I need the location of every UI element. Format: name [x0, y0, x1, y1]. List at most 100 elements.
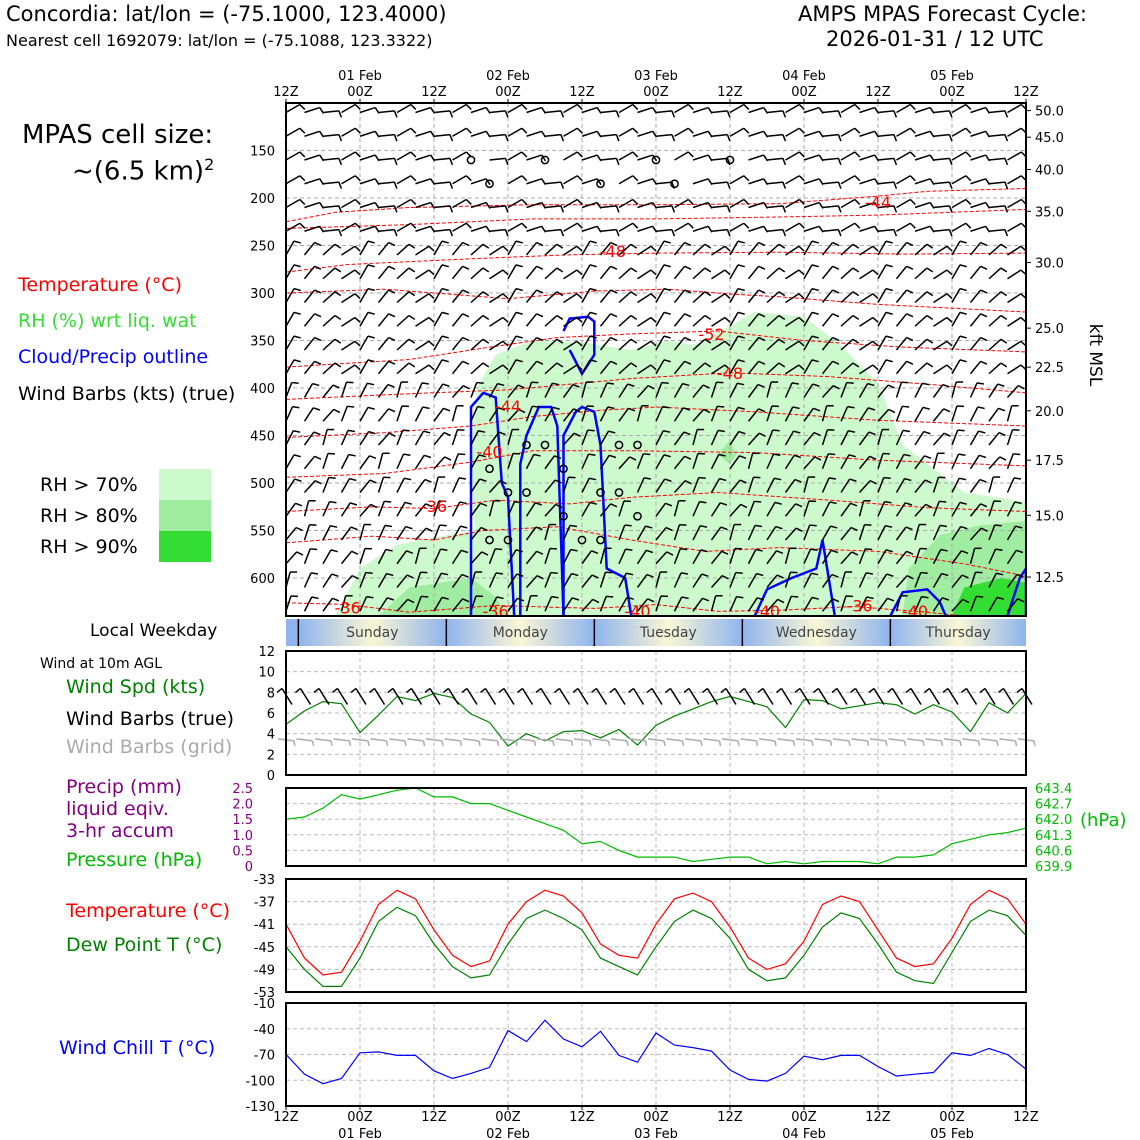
wind-barb-flag — [852, 243, 860, 249]
wind-barb-flag — [333, 408, 341, 414]
kft-tick-label: 45.0 — [1035, 131, 1064, 146]
wind-barb-staff — [470, 551, 483, 565]
wind-barb-staff — [581, 201, 598, 209]
wind-barb-flag — [664, 478, 672, 482]
pressure-label: Pressure (hPa) — [66, 849, 203, 871]
wind-barb-staff — [303, 596, 313, 612]
wind-barb-staff — [340, 382, 348, 398]
wind-barb-flag — [485, 178, 491, 186]
wind-barb-flag — [332, 597, 340, 602]
wind-barb-staff — [525, 595, 532, 612]
wind-barb-staff — [914, 548, 921, 564]
wind-barb-staff — [599, 406, 609, 422]
calm-wind-marker — [503, 535, 513, 545]
wind-barb-flag — [1037, 552, 1043, 555]
wind-barb-flag — [985, 225, 991, 233]
wind-barb-staff — [692, 225, 709, 232]
wind-barb-flag — [867, 407, 876, 411]
wind-barb-flag — [925, 503, 933, 509]
wind-barb-flag — [571, 572, 579, 577]
wind-barb-flag — [295, 502, 303, 507]
wind-barb-flag — [778, 338, 786, 344]
wind-barb-staff — [599, 548, 606, 564]
grid-wind-barb-flag — [533, 740, 537, 746]
grid-wind-barb — [629, 738, 646, 742]
grid-wind-barb-flag — [811, 740, 814, 746]
wind-barb-staff — [525, 502, 536, 517]
wind-barb-staff — [895, 502, 906, 517]
wind-barb-staff — [877, 335, 887, 351]
wind-barb-staff — [710, 502, 721, 517]
wind-barb-staff — [359, 106, 376, 114]
wind-barb-flag — [1034, 241, 1041, 243]
wind-barb-flag — [449, 181, 454, 189]
wind-barb-staff — [359, 335, 369, 351]
wind-barb-staff — [377, 573, 388, 588]
wind-barb-staff — [489, 245, 504, 256]
wind-barb-staff — [673, 572, 682, 588]
wind-barb-flag — [541, 130, 547, 138]
wind-barb-staff — [340, 478, 351, 493]
temperature-contour-label: -40 — [624, 602, 650, 621]
wind-barb-staff — [581, 225, 598, 232]
grid-wind-barb-flag — [681, 740, 685, 746]
wind-barb-staff — [951, 151, 967, 161]
wind-barb-staff — [877, 312, 887, 327]
wind-barb-staff — [784, 382, 793, 398]
wind-barb-flag — [443, 431, 451, 437]
wind-barb-flag — [354, 340, 361, 347]
wind-barb-flag — [735, 571, 743, 575]
wind-barb-staff — [711, 293, 726, 304]
wind-barb-staff — [599, 596, 607, 612]
wind-barb-staff — [1007, 293, 1022, 304]
wind-barb-staff — [488, 596, 498, 612]
true-wind-barb — [355, 688, 367, 705]
wind-barb-flag — [556, 243, 564, 249]
wind-barb-staff — [710, 595, 717, 612]
wind-barb-staff — [414, 572, 422, 588]
wind-barb-staff — [858, 431, 870, 446]
wind-barb-flag — [630, 314, 638, 320]
wind-barb-flag — [811, 311, 819, 315]
true-wind-barb-flag — [813, 687, 819, 694]
wind-barb-flag — [441, 335, 449, 339]
wind-barb-staff — [747, 265, 760, 280]
wind-barb-flag — [782, 181, 787, 189]
wind-barb-staff — [914, 524, 920, 541]
wind-barb-flag — [793, 454, 802, 459]
wind-barb-flag — [737, 287, 745, 292]
grid-wind-barb-flag — [404, 740, 407, 746]
wind-barb-staff — [988, 291, 1002, 304]
wind-barb-staff — [637, 293, 652, 304]
wind-barb-flag — [310, 548, 318, 551]
wind-barb-flag — [293, 311, 301, 315]
wind-barb-staff — [377, 289, 390, 303]
wind-barb-flag — [385, 548, 393, 552]
cloud-outline — [469, 391, 516, 616]
wind-barb-staff — [821, 265, 834, 280]
true-wind-barb-flag — [868, 687, 875, 694]
temperature-tick-label: -49 — [254, 963, 275, 978]
true-wind-barb-flag — [942, 687, 949, 694]
wind-barb-flag — [726, 181, 731, 189]
top-date-label: 02 Feb — [486, 69, 530, 84]
wind-barb-flag — [885, 287, 893, 292]
wind-barb-staff — [322, 573, 333, 588]
wind-barb-staff — [747, 573, 758, 588]
wind-barb-flag — [1036, 528, 1042, 531]
grid-wind-barb — [444, 738, 461, 742]
wind-barb-flag — [404, 477, 412, 481]
wind-barb-staff — [785, 103, 800, 114]
wind-barb-flag — [374, 225, 380, 233]
wind-barb-staff — [859, 154, 875, 161]
pressure-tick-label: 150 — [250, 145, 275, 160]
wind-barb-staff — [396, 243, 410, 256]
wind-barb-staff — [637, 178, 653, 185]
wind-barb-flag — [704, 291, 712, 297]
wind-barb-flag — [837, 181, 842, 189]
wind-barb-staff — [544, 133, 561, 137]
wind-barb-staff — [637, 106, 653, 114]
wind-barb-flag — [338, 158, 343, 166]
wind-barb-staff — [692, 291, 706, 304]
wind-barb-staff — [377, 360, 390, 375]
